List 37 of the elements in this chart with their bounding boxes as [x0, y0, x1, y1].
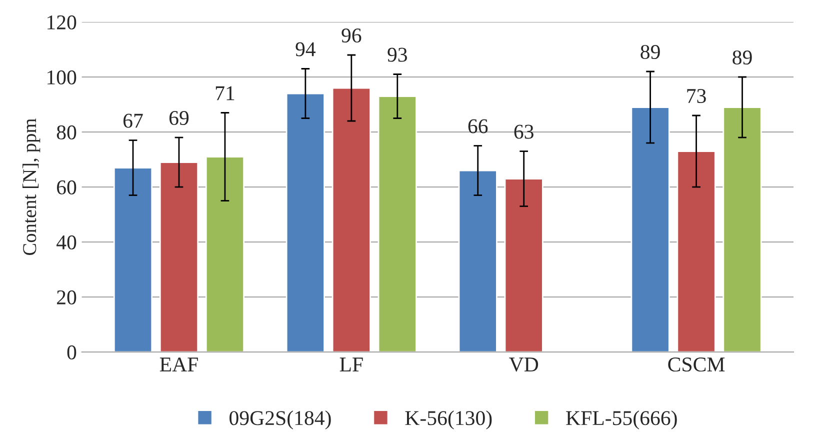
data-label: 94	[296, 42, 316, 56]
data-label: 69	[169, 111, 189, 126]
y-axis-title: Content [N], ppm	[22, 118, 40, 256]
legend-label: KFL-55(666)	[566, 410, 677, 430]
y-tick-label: 0	[67, 345, 76, 360]
data-label: 71	[216, 86, 234, 100]
y-tick-label: 120	[48, 15, 76, 30]
data-label: 63	[514, 124, 534, 139]
x-tick-label: LF	[340, 358, 363, 372]
y-tick-label: 100	[48, 70, 76, 84]
bar	[378, 96, 417, 352]
bar	[722, 106, 762, 352]
bar	[676, 150, 716, 352]
bar	[286, 92, 325, 352]
bar	[630, 106, 670, 352]
bar	[205, 156, 245, 352]
x-tick-label: EAF	[160, 358, 198, 372]
y-tick-label: 40	[56, 235, 76, 250]
bar	[113, 167, 153, 352]
data-label: 89	[732, 50, 752, 65]
legend-label: 09G2S(184)	[230, 410, 331, 430]
y-tick-label: 20	[57, 290, 76, 304]
x-tick-label: VD	[509, 358, 538, 372]
bar	[504, 178, 544, 352]
data-label: 67	[123, 114, 143, 128]
data-label: 89	[640, 44, 660, 60]
bar	[159, 162, 199, 352]
y-tick-label: 60	[57, 180, 76, 194]
x-tick-label: CSCM	[668, 358, 725, 372]
data-label: 96	[342, 28, 362, 43]
bar	[332, 87, 371, 352]
legend-label: K-56(130)	[405, 410, 492, 430]
data-label: 66	[468, 119, 488, 134]
data-label: 73	[687, 89, 706, 104]
data-label: 93	[388, 48, 407, 62]
y-tick-label: 80	[56, 125, 76, 140]
bar	[458, 170, 498, 352]
